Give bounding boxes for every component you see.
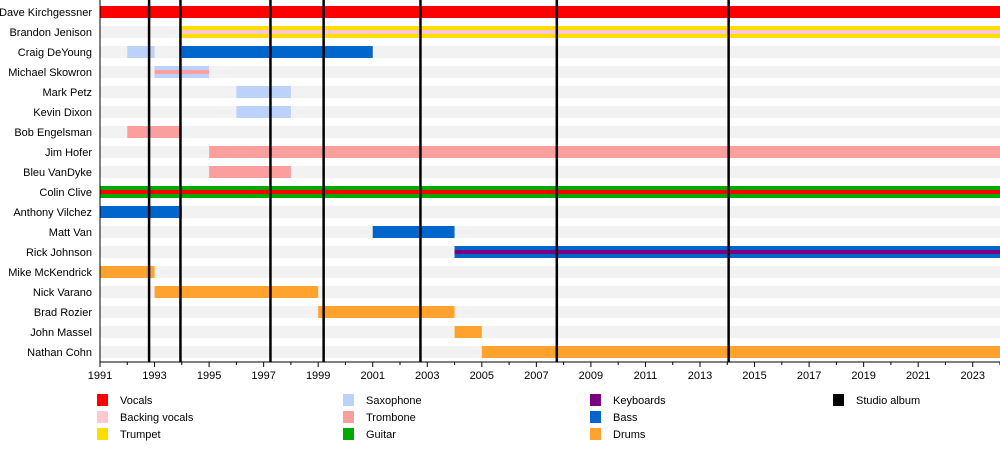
member-bar-backing-vocals: [181, 30, 1000, 34]
member-bar-drums: [154, 286, 319, 298]
row-background: [100, 166, 1000, 178]
legend-swatch-guitar: [343, 428, 354, 440]
member-bar-saxophone: [236, 86, 291, 98]
member-bar-drums: [481, 346, 1000, 358]
row-background: [100, 206, 1000, 218]
member-name: Craig DeYoung: [18, 47, 92, 59]
member-name: Matt Van: [49, 227, 92, 239]
member-name: Jim Hofer: [45, 147, 92, 159]
x-tick-label: 2013: [688, 370, 712, 382]
row-background: [100, 266, 1000, 278]
member-bar-saxophone: [127, 46, 155, 58]
member-name: John Massel: [30, 327, 92, 339]
member-bar-drums: [454, 326, 482, 338]
row-background: [100, 86, 1000, 98]
member-name: Mike McKendrick: [8, 267, 92, 279]
x-tick-label: 2001: [360, 370, 384, 382]
legend-swatch-backing-vocals: [97, 411, 108, 423]
x-tick-label: 2007: [524, 370, 548, 382]
member-name: Nathan Cohn: [27, 347, 92, 359]
row-background: [100, 106, 1000, 118]
member-bar-drums: [318, 306, 455, 318]
row-background: [100, 126, 1000, 138]
member-bar-vocals: [100, 190, 1000, 194]
member-name: Nick Varano: [33, 287, 92, 299]
x-tick-label: 1999: [306, 370, 330, 382]
x-tick-label: 2011: [634, 370, 658, 382]
member-name: Brad Rozier: [34, 307, 92, 319]
member-bar-saxophone: [236, 106, 291, 118]
member-name: Kevin Dixon: [33, 107, 92, 119]
legend-swatch-drums: [590, 428, 601, 440]
x-tick-label: 2009: [579, 370, 603, 382]
member-name: Colin Clive: [39, 187, 92, 199]
x-tick-label: 2005: [470, 370, 494, 382]
legend-label: Vocals: [120, 395, 153, 407]
member-bar-bass: [100, 206, 182, 218]
member-name: Bleu VanDyke: [23, 167, 92, 179]
legend-label: Drums: [613, 429, 646, 441]
row-background: [100, 306, 1000, 318]
member-name: Brandon Jenison: [9, 27, 92, 39]
legend-label: Bass: [613, 412, 638, 424]
member-bar-trombone: [154, 70, 210, 74]
member-name: Rick Johnson: [26, 247, 92, 259]
legend-swatch-vocals: [97, 394, 108, 406]
x-tick-label: 2023: [960, 370, 984, 382]
x-tick-label: 1991: [88, 370, 112, 382]
row-background: [100, 66, 1000, 78]
legend-label: Backing vocals: [120, 412, 194, 424]
member-bar-drums: [100, 266, 155, 278]
x-tick-label: 2015: [742, 370, 766, 382]
member-bar-bass: [181, 46, 373, 58]
member-bar-trombone: [127, 126, 182, 138]
x-tick-label: 1997: [251, 370, 275, 382]
member-name: Mark Petz: [42, 87, 92, 99]
legend-swatch-bass: [590, 411, 601, 423]
member-name: Dave Kirchgessner: [0, 7, 92, 19]
member-bar-bass: [372, 226, 455, 238]
legend-label: Keyboards: [613, 395, 666, 407]
x-tick-label: 2021: [906, 370, 930, 382]
legend-swatch-keyboards: [590, 394, 601, 406]
x-tick-label: 2017: [797, 370, 821, 382]
legend-label: Trumpet: [120, 429, 161, 441]
legend-label: Studio album: [856, 395, 920, 407]
legend-label: Trombone: [366, 412, 416, 424]
member-bar-vocals: [100, 6, 1000, 18]
x-tick-label: 2003: [415, 370, 439, 382]
row-background: [100, 286, 1000, 298]
member-name: Anthony Vilchez: [13, 207, 92, 219]
member-bar-trombone: [209, 146, 1000, 158]
legend-swatch-studio-album: [833, 394, 844, 406]
row-background: [100, 326, 1000, 338]
legend-swatch-trumpet: [97, 428, 108, 440]
row-background: [100, 226, 1000, 238]
member-name: Bob Engelsman: [14, 127, 92, 139]
x-tick-label: 2019: [851, 370, 875, 382]
x-tick-label: 1995: [197, 370, 221, 382]
member-name: Michael Skowron: [8, 67, 92, 79]
x-tick-label: 1993: [142, 370, 166, 382]
member-bar-trombone: [209, 166, 291, 178]
legend-label: Saxophone: [366, 395, 422, 407]
member-bar-keyboards: [454, 250, 1000, 254]
legend-swatch-trombone: [343, 411, 354, 423]
legend-swatch-saxophone: [343, 394, 354, 406]
legend-label: Guitar: [366, 429, 396, 441]
